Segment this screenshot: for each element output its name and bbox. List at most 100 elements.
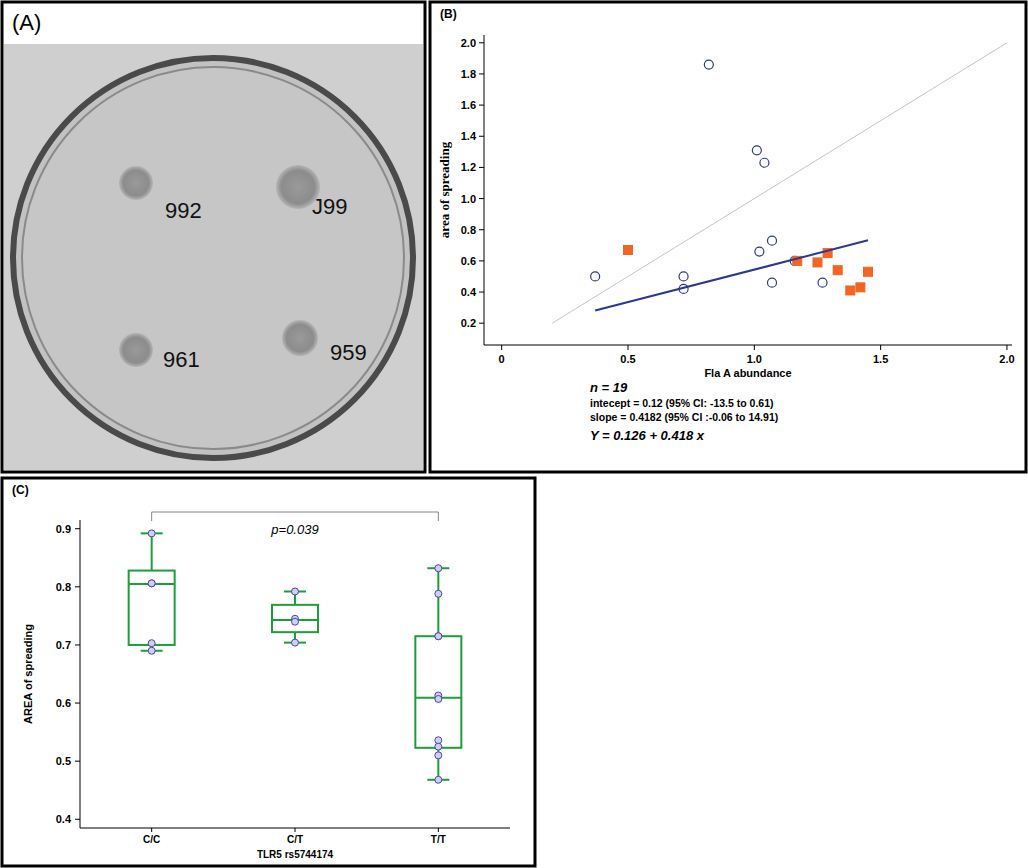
y-tick [479, 42, 484, 43]
point [752, 146, 761, 155]
x-tick-label: C/C [143, 834, 160, 845]
point [435, 633, 442, 640]
y-tick-label: 0.4 [56, 813, 72, 825]
point [813, 258, 822, 267]
y-tick [75, 819, 80, 820]
point [591, 272, 600, 281]
point [292, 618, 299, 625]
point [755, 247, 764, 256]
panel-letter: (A) [12, 10, 41, 35]
point [704, 60, 713, 69]
x-axis [484, 345, 1012, 346]
box [415, 636, 461, 748]
x-tick [754, 345, 755, 350]
x-tick-label: 1.0 [747, 353, 762, 365]
y-tick [75, 644, 80, 645]
point [148, 530, 155, 537]
x-tick [438, 828, 439, 832]
strain-label: 961 [163, 347, 200, 372]
y-axis-title: area of spreading [437, 141, 452, 238]
x-tick-label: 0.5 [620, 353, 635, 365]
x-tick-label: 1.5 [873, 353, 888, 365]
colony [119, 333, 153, 367]
panel-b: (B)0.20.40.60.81.01.21.41.61.82.000.51.0… [430, 2, 1026, 472]
point [768, 278, 777, 287]
point [624, 245, 633, 254]
point [679, 272, 688, 281]
panel-letter: (B) [440, 7, 457, 21]
point [856, 283, 865, 292]
point [435, 633, 442, 640]
y-tick-label: 0.6 [461, 255, 476, 267]
plot-area [129, 530, 462, 783]
y-tick-label: 1.8 [461, 68, 476, 80]
point [292, 588, 299, 595]
point [818, 278, 827, 287]
x-axis-title: Fla A abundance [704, 367, 791, 379]
colony [282, 320, 318, 356]
x-tick-label: 0 [499, 353, 505, 365]
y-tick-label: 1.0 [461, 193, 476, 205]
x-tick [628, 345, 629, 350]
y-axis [484, 35, 485, 345]
panel-frame [2, 478, 535, 866]
y-axis-title: AREA of spreading [22, 624, 34, 724]
dish-rim [13, 58, 413, 458]
panel-a: 992J99961959(A) [2, 2, 425, 472]
x-tick [151, 828, 152, 832]
y-tick-label: 0.9 [56, 523, 71, 535]
point [148, 580, 155, 587]
x-tick [1006, 345, 1007, 350]
colony [119, 166, 153, 200]
point [435, 590, 442, 597]
point [435, 776, 442, 783]
p-value: p=0.039 [270, 522, 318, 537]
point [846, 286, 855, 295]
panel-letter: (C) [12, 483, 29, 497]
line [552, 43, 1007, 323]
annotation: slope = 0.4182 (95% CI :-0.06 to 14.91) [590, 411, 778, 423]
point [148, 647, 155, 654]
y-tick-label: 0.7 [56, 639, 71, 651]
annotation: n = 19 [590, 380, 628, 395]
y-tick [479, 167, 484, 168]
whisker-upper [151, 533, 153, 570]
y-tick-label: 1.2 [461, 161, 476, 173]
y-tick-label: 0.6 [56, 697, 71, 709]
panel-frame [430, 2, 1026, 472]
whisker-upper [437, 568, 439, 636]
y-tick [479, 73, 484, 74]
point [833, 266, 842, 275]
point [864, 267, 873, 276]
y-tick [479, 136, 484, 137]
plot-area [552, 43, 1007, 323]
x-tick [880, 345, 881, 350]
annotation: Y = 0.126 + 0.418 x [590, 428, 705, 443]
box [129, 571, 175, 645]
point [435, 565, 442, 572]
y-tick [75, 528, 80, 529]
y-tick [75, 761, 80, 762]
box [272, 605, 318, 632]
x-tick-label: 2.0 [999, 353, 1014, 365]
strain-label: 959 [330, 340, 367, 365]
point [768, 236, 777, 245]
x-tick [501, 345, 502, 350]
point [760, 158, 769, 167]
bracket [152, 512, 439, 521]
strain-label: J99 [312, 194, 347, 219]
x-tick-label: T/T [431, 834, 446, 845]
y-axis [80, 520, 81, 828]
point [292, 639, 299, 646]
annotation: intecept = 0.12 (95% CI: -13.5 to 0.61) [590, 397, 774, 409]
y-tick-label: 0.2 [461, 317, 476, 329]
panel-c: (C)0.40.50.60.70.80.9C/CC/TT/TTLR5 rs574… [2, 478, 535, 866]
point [435, 752, 442, 759]
panel-background [4, 44, 423, 470]
y-tick-label: 2.0 [461, 37, 476, 49]
panel-frame [2, 2, 425, 472]
y-tick [479, 292, 484, 293]
point [148, 580, 155, 587]
y-tick [479, 323, 484, 324]
figure: 992J99961959(A)(B)0.20.40.60.81.01.21.41… [0, 0, 1028, 868]
